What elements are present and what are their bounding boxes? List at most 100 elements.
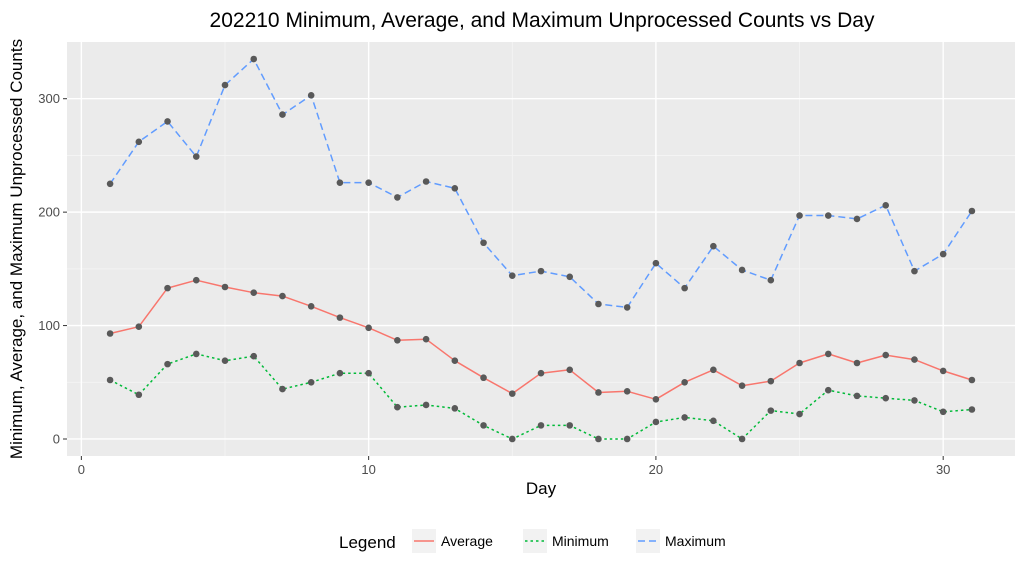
data-point-minimum [968, 406, 976, 413]
x-tick-label: 0 [78, 462, 85, 477]
data-point-minimum [853, 392, 861, 400]
data-point-average [738, 382, 746, 389]
data-point-maximum [164, 118, 171, 125]
data-point-average [508, 390, 516, 397]
legend-title: Legend [339, 533, 396, 552]
data-point-minimum [365, 369, 372, 377]
chart-title: 202210 Minimum, Average, and Maximum Unp… [210, 9, 875, 32]
data-point-minimum [652, 418, 660, 426]
data-point-maximum [336, 179, 344, 186]
data-point-average [767, 377, 775, 385]
data-point-average [164, 284, 171, 292]
data-point-average [623, 388, 631, 395]
data-point-average [451, 357, 459, 365]
data-point-maximum [767, 276, 775, 284]
data-point-minimum [767, 407, 775, 414]
data-point-average [824, 350, 832, 358]
legend: Legend Average Minimum Maximum [339, 529, 726, 553]
y-tick-label: 100 [38, 318, 60, 333]
data-point-maximum [796, 212, 803, 219]
data-point-maximum [279, 111, 286, 118]
data-point-minimum [106, 376, 114, 384]
data-point-maximum [480, 239, 487, 247]
data-point-maximum [681, 284, 688, 292]
x-axis-title: Day [526, 479, 557, 498]
x-tick-label: 20 [649, 462, 663, 477]
y-tick-label: 0 [53, 431, 60, 446]
points-layer [106, 55, 976, 443]
data-point-minimum [824, 386, 832, 394]
data-point-average [853, 359, 861, 367]
data-point-maximum [939, 250, 947, 258]
data-point-minimum [221, 357, 229, 365]
data-point-minimum [796, 410, 803, 418]
data-point-minimum [508, 435, 516, 443]
legend-label-maximum: Maximum [665, 533, 726, 549]
data-point-average [882, 351, 890, 359]
data-point-maximum [221, 81, 229, 89]
data-point-maximum [652, 259, 660, 267]
data-point-minimum [192, 350, 200, 358]
data-point-maximum [508, 272, 516, 279]
legend-label-average: Average [441, 533, 493, 549]
data-point-maximum [595, 300, 602, 308]
data-point-average [566, 366, 574, 374]
x-tick-label: 30 [936, 462, 950, 477]
data-point-minimum [422, 401, 430, 409]
data-point-minimum [623, 435, 631, 443]
data-point-minimum [566, 422, 574, 429]
data-point-average [250, 289, 258, 296]
data-point-maximum [824, 212, 832, 219]
y-tick-label: 200 [38, 205, 60, 220]
data-point-minimum [394, 403, 401, 411]
data-point-average [710, 366, 717, 374]
data-point-minimum [537, 422, 545, 429]
data-point-maximum [365, 179, 372, 186]
data-point-average [192, 276, 200, 284]
data-point-average [480, 374, 487, 382]
x-tick-label: 10 [361, 462, 375, 477]
data-point-average [681, 378, 688, 386]
data-point-average [652, 395, 660, 403]
data-point-maximum [623, 304, 631, 311]
data-point-maximum [853, 215, 861, 223]
data-point-maximum [106, 180, 114, 188]
data-point-minimum [939, 408, 947, 416]
data-point-minimum [336, 369, 344, 377]
data-point-maximum [911, 267, 918, 275]
data-point-average [422, 335, 430, 343]
data-point-minimum [307, 378, 315, 386]
data-point-maximum [192, 153, 200, 160]
data-point-maximum [307, 92, 315, 99]
data-point-minimum [882, 394, 890, 402]
data-point-average [968, 376, 976, 384]
data-point-minimum [681, 414, 688, 421]
data-point-average [365, 324, 372, 332]
y-tick-label: 300 [38, 91, 60, 106]
data-point-minimum [911, 397, 918, 404]
data-point-average [537, 369, 545, 377]
data-point-maximum [135, 138, 143, 146]
data-point-average [595, 389, 602, 396]
data-point-maximum [537, 267, 545, 275]
data-point-average [336, 314, 344, 321]
data-point-maximum [250, 55, 258, 63]
data-point-average [279, 292, 286, 300]
plot-panel [67, 42, 1015, 456]
data-point-average [796, 359, 803, 367]
grid-major [67, 42, 1015, 456]
data-point-maximum [451, 185, 459, 192]
data-point-minimum [164, 360, 171, 368]
data-point-average [106, 330, 114, 337]
y-axis-ticks: 0 100 200 300 [38, 91, 67, 446]
data-point-maximum [422, 178, 430, 185]
data-point-maximum [710, 242, 717, 250]
data-point-maximum [738, 266, 746, 274]
data-point-minimum [710, 417, 717, 425]
data-point-average [135, 323, 143, 330]
data-point-maximum [394, 194, 401, 201]
data-point-average [307, 302, 315, 310]
data-point-average [911, 356, 918, 363]
data-point-maximum [968, 207, 976, 215]
